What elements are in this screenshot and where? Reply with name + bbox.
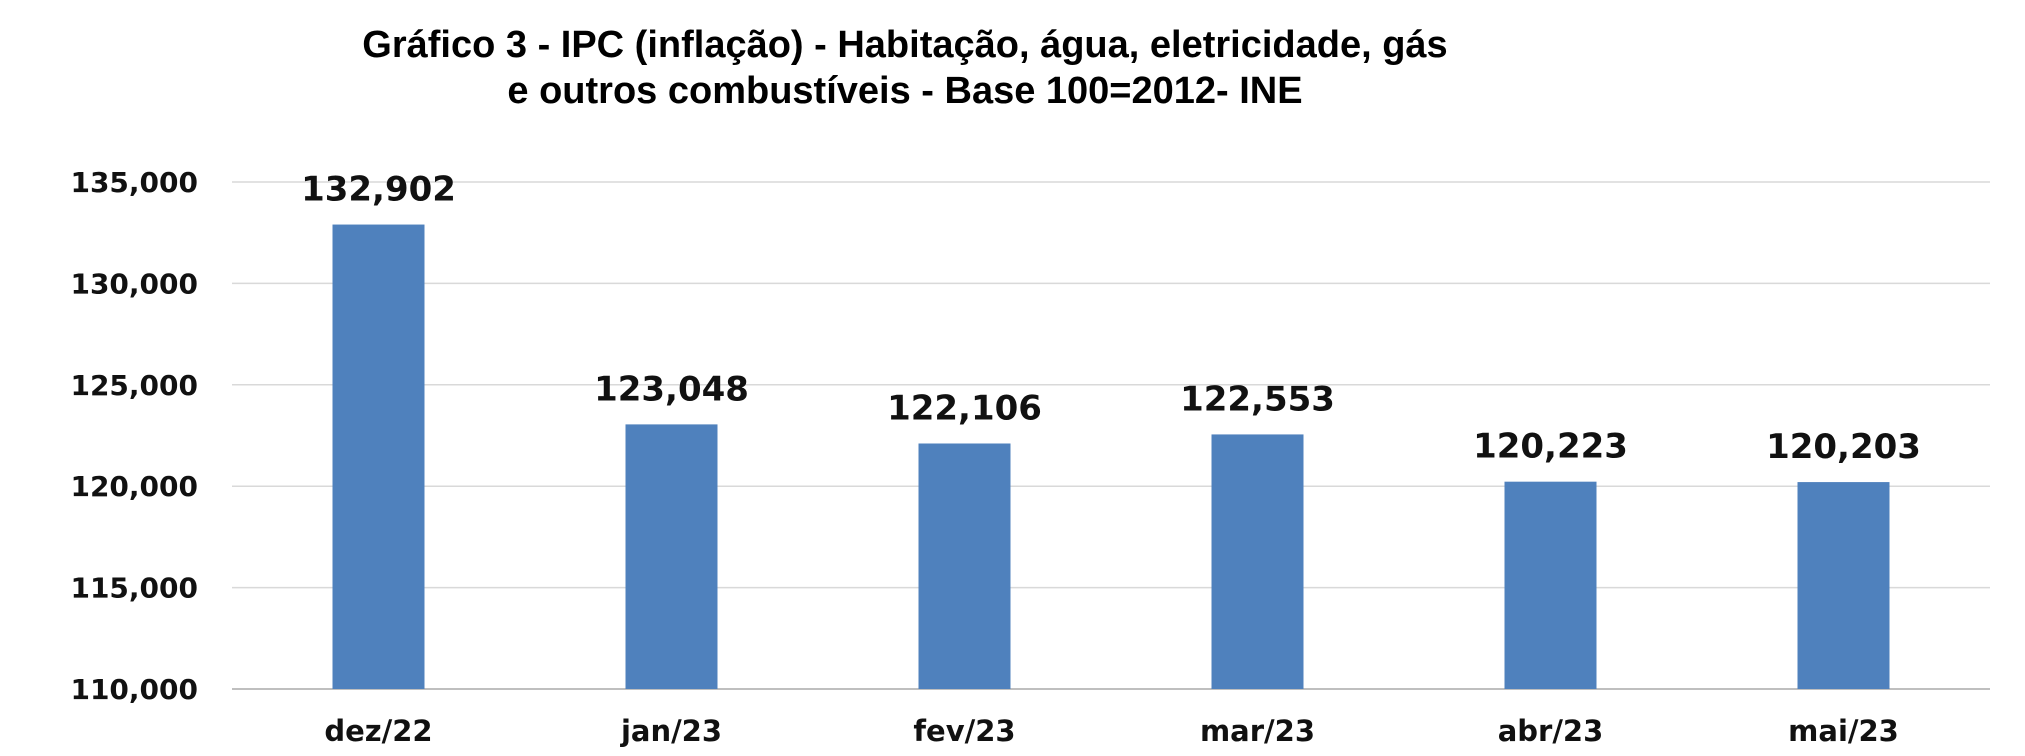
x-category-label: abr/23 [1498,714,1604,748]
data-label: 122,106 [887,388,1042,428]
x-category-label: mai/23 [1788,714,1899,748]
y-tick-label: 120,000 [70,470,198,503]
bar [1504,481,1597,689]
x-category-label: mar/23 [1200,714,1315,748]
data-label: 122,553 [1180,379,1335,419]
chart-title: Gráfico 3 - IPC (inflação) - Habitação, … [0,22,1810,114]
y-tick-label: 135,000 [70,166,198,199]
data-label: 132,902 [301,170,456,210]
y-tick-label: 115,000 [70,572,198,605]
y-tick-label: 110,000 [70,673,198,706]
data-label: 120,203 [1766,427,1921,467]
data-label: 120,223 [1473,427,1628,467]
y-tick-label: 125,000 [70,369,198,402]
bar [625,424,718,689]
chart-title-line1: Gráfico 3 - IPC (inflação) - Habitação, … [362,24,1448,66]
chart-title-line2: e outros combustíveis - Base 100=2012- I… [507,70,1303,112]
y-tick-label: 130,000 [70,267,198,300]
x-category-label: dez/22 [324,714,432,748]
bar [1211,434,1304,689]
bar [332,224,425,690]
x-category-label: fev/23 [913,714,1015,748]
bar [1797,482,1890,689]
bar [918,443,1011,689]
data-label: 123,048 [594,369,749,409]
x-category-label: jan/23 [620,714,722,748]
